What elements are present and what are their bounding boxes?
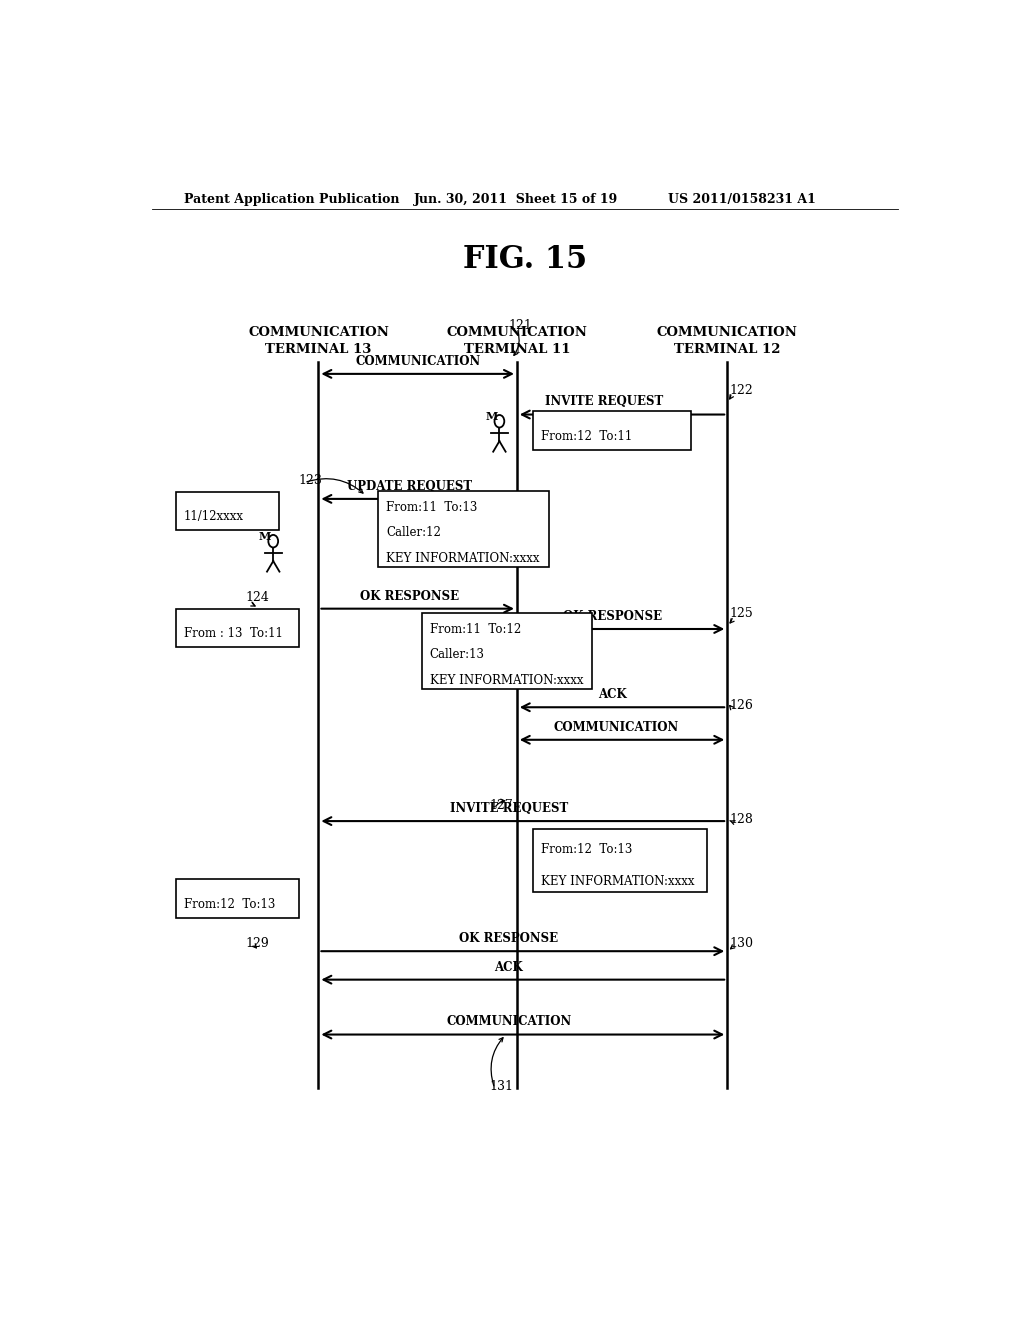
Text: 127: 127 <box>489 800 514 812</box>
Text: Caller:13: Caller:13 <box>430 648 484 661</box>
Text: Caller:12: Caller:12 <box>386 527 440 539</box>
Text: FIG. 15: FIG. 15 <box>463 244 587 275</box>
Text: 126: 126 <box>729 698 754 711</box>
Text: US 2011/0158231 A1: US 2011/0158231 A1 <box>668 193 815 206</box>
Text: 121: 121 <box>509 318 532 331</box>
Text: 130: 130 <box>729 937 754 949</box>
Text: OK RESPONSE: OK RESPONSE <box>562 610 662 623</box>
Text: OK RESPONSE: OK RESPONSE <box>460 932 558 945</box>
Text: 129: 129 <box>246 937 269 949</box>
Text: M: M <box>485 412 498 422</box>
FancyBboxPatch shape <box>378 491 549 568</box>
Text: From : 13  To:11: From : 13 To:11 <box>183 627 283 640</box>
Text: KEY INFORMATION:xxxx: KEY INFORMATION:xxxx <box>386 552 540 565</box>
Text: ACK: ACK <box>495 961 523 974</box>
Text: COMMUNICATION: COMMUNICATION <box>355 355 480 368</box>
Text: INVITE REQUEST: INVITE REQUEST <box>545 396 664 408</box>
Text: Patent Application Publication: Patent Application Publication <box>183 193 399 206</box>
Text: 131: 131 <box>489 1080 514 1093</box>
Text: INVITE REQUEST: INVITE REQUEST <box>450 803 568 814</box>
Text: COMMUNICATION
TERMINAL 11: COMMUNICATION TERMINAL 11 <box>446 326 588 356</box>
FancyBboxPatch shape <box>176 879 299 917</box>
Text: From:12  To:13: From:12 To:13 <box>541 843 632 857</box>
Text: From:12  To:11: From:12 To:11 <box>541 430 632 444</box>
Text: Jun. 30, 2011  Sheet 15 of 19: Jun. 30, 2011 Sheet 15 of 19 <box>414 193 617 206</box>
Text: 123: 123 <box>299 474 323 487</box>
Circle shape <box>268 535 279 548</box>
Text: 124: 124 <box>246 591 269 605</box>
FancyBboxPatch shape <box>422 612 592 689</box>
Text: KEY INFORMATION:xxxx: KEY INFORMATION:xxxx <box>430 673 583 686</box>
Text: From:11  To:12: From:11 To:12 <box>430 623 521 636</box>
Text: COMMUNICATION: COMMUNICATION <box>446 1015 571 1028</box>
FancyBboxPatch shape <box>176 609 299 647</box>
Text: 125: 125 <box>729 607 754 620</box>
Text: 11/12xxxx: 11/12xxxx <box>183 511 244 524</box>
Text: 122: 122 <box>729 384 754 396</box>
Text: OK RESPONSE: OK RESPONSE <box>360 590 460 602</box>
Text: COMMUNICATION
TERMINAL 13: COMMUNICATION TERMINAL 13 <box>248 326 389 356</box>
Text: ACK: ACK <box>598 688 627 701</box>
FancyBboxPatch shape <box>532 412 691 450</box>
Text: COMMUNICATION
TERMINAL 12: COMMUNICATION TERMINAL 12 <box>656 326 798 356</box>
FancyBboxPatch shape <box>176 492 279 531</box>
Text: KEY INFORMATION:xxxx: KEY INFORMATION:xxxx <box>541 875 694 888</box>
Text: UPDATE REQUEST: UPDATE REQUEST <box>347 479 472 492</box>
Text: 128: 128 <box>729 813 754 825</box>
Text: From:12  To:13: From:12 To:13 <box>183 898 274 911</box>
FancyBboxPatch shape <box>532 829 708 892</box>
Text: COMMUNICATION: COMMUNICATION <box>553 721 679 734</box>
Circle shape <box>495 414 504 428</box>
Text: M: M <box>259 531 271 543</box>
Text: From:11  To:13: From:11 To:13 <box>386 500 477 513</box>
